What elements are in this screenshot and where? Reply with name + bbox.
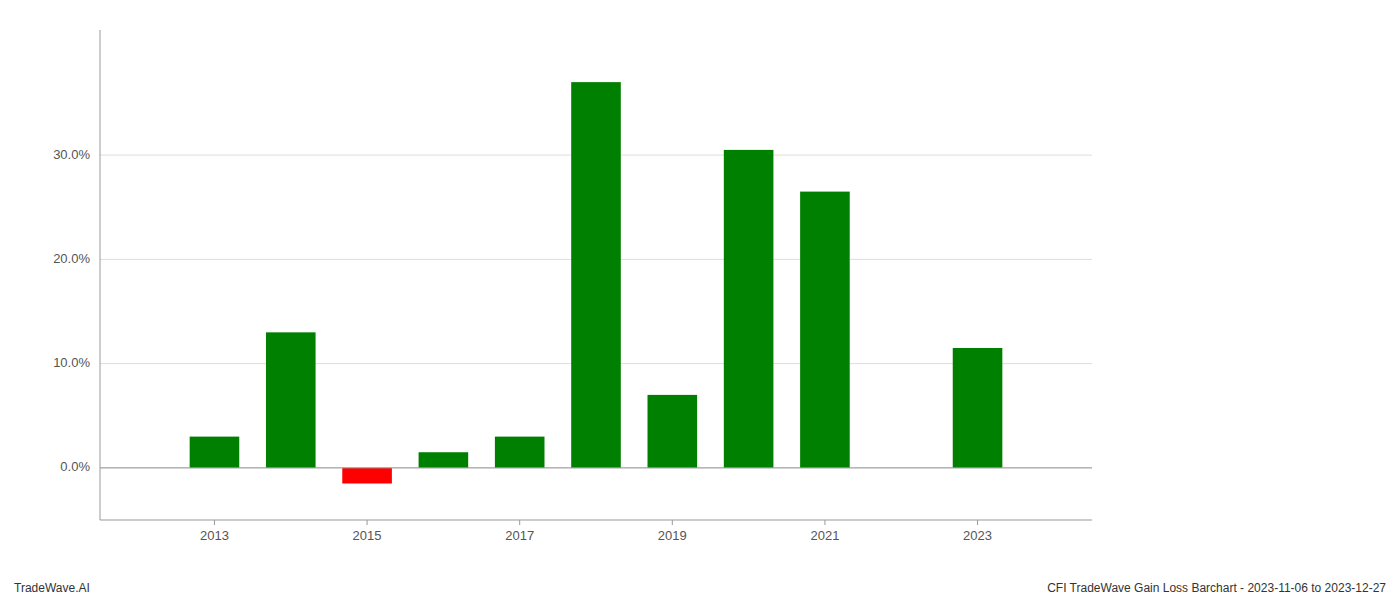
footer-left: TradeWave.AI [14, 581, 90, 595]
y-tick-label: 20.0% [53, 251, 90, 266]
x-tick [214, 520, 215, 525]
bar [342, 468, 392, 484]
zero-line [100, 467, 1092, 468]
bar [190, 437, 240, 468]
x-tick-label: 2023 [963, 528, 992, 543]
bar [953, 348, 1003, 468]
x-tick [977, 520, 978, 525]
x-tick-label: 2015 [353, 528, 382, 543]
x-tick [367, 520, 368, 525]
y-tick-label: 0.0% [60, 459, 90, 474]
x-tick [672, 520, 673, 525]
x-tick-label: 2021 [810, 528, 839, 543]
footer-right: CFI TradeWave Gain Loss Barchart - 2023-… [1047, 581, 1386, 595]
bars [190, 82, 1003, 483]
y-axis-line [100, 30, 101, 520]
bar [266, 332, 316, 468]
x-tick [519, 520, 520, 525]
bar [419, 452, 469, 468]
x-tick-label: 2013 [200, 528, 229, 543]
x-tick [824, 520, 825, 525]
y-tick-label: 10.0% [53, 355, 90, 370]
x-axis-line [100, 520, 1092, 521]
bar [724, 150, 774, 468]
chart: 0.0% 10.0% 20.0% 30.0% 2013 2015 2017 2019 2021 2… [0, 0, 1400, 600]
bar [571, 82, 621, 468]
bar [800, 192, 850, 468]
y-tick-label: 30.0% [53, 147, 90, 162]
x-tick-label: 2017 [505, 528, 534, 543]
grid-line [100, 467, 1092, 468]
bar [495, 437, 545, 468]
x-tick-label: 2019 [658, 528, 687, 543]
bar [648, 395, 698, 468]
